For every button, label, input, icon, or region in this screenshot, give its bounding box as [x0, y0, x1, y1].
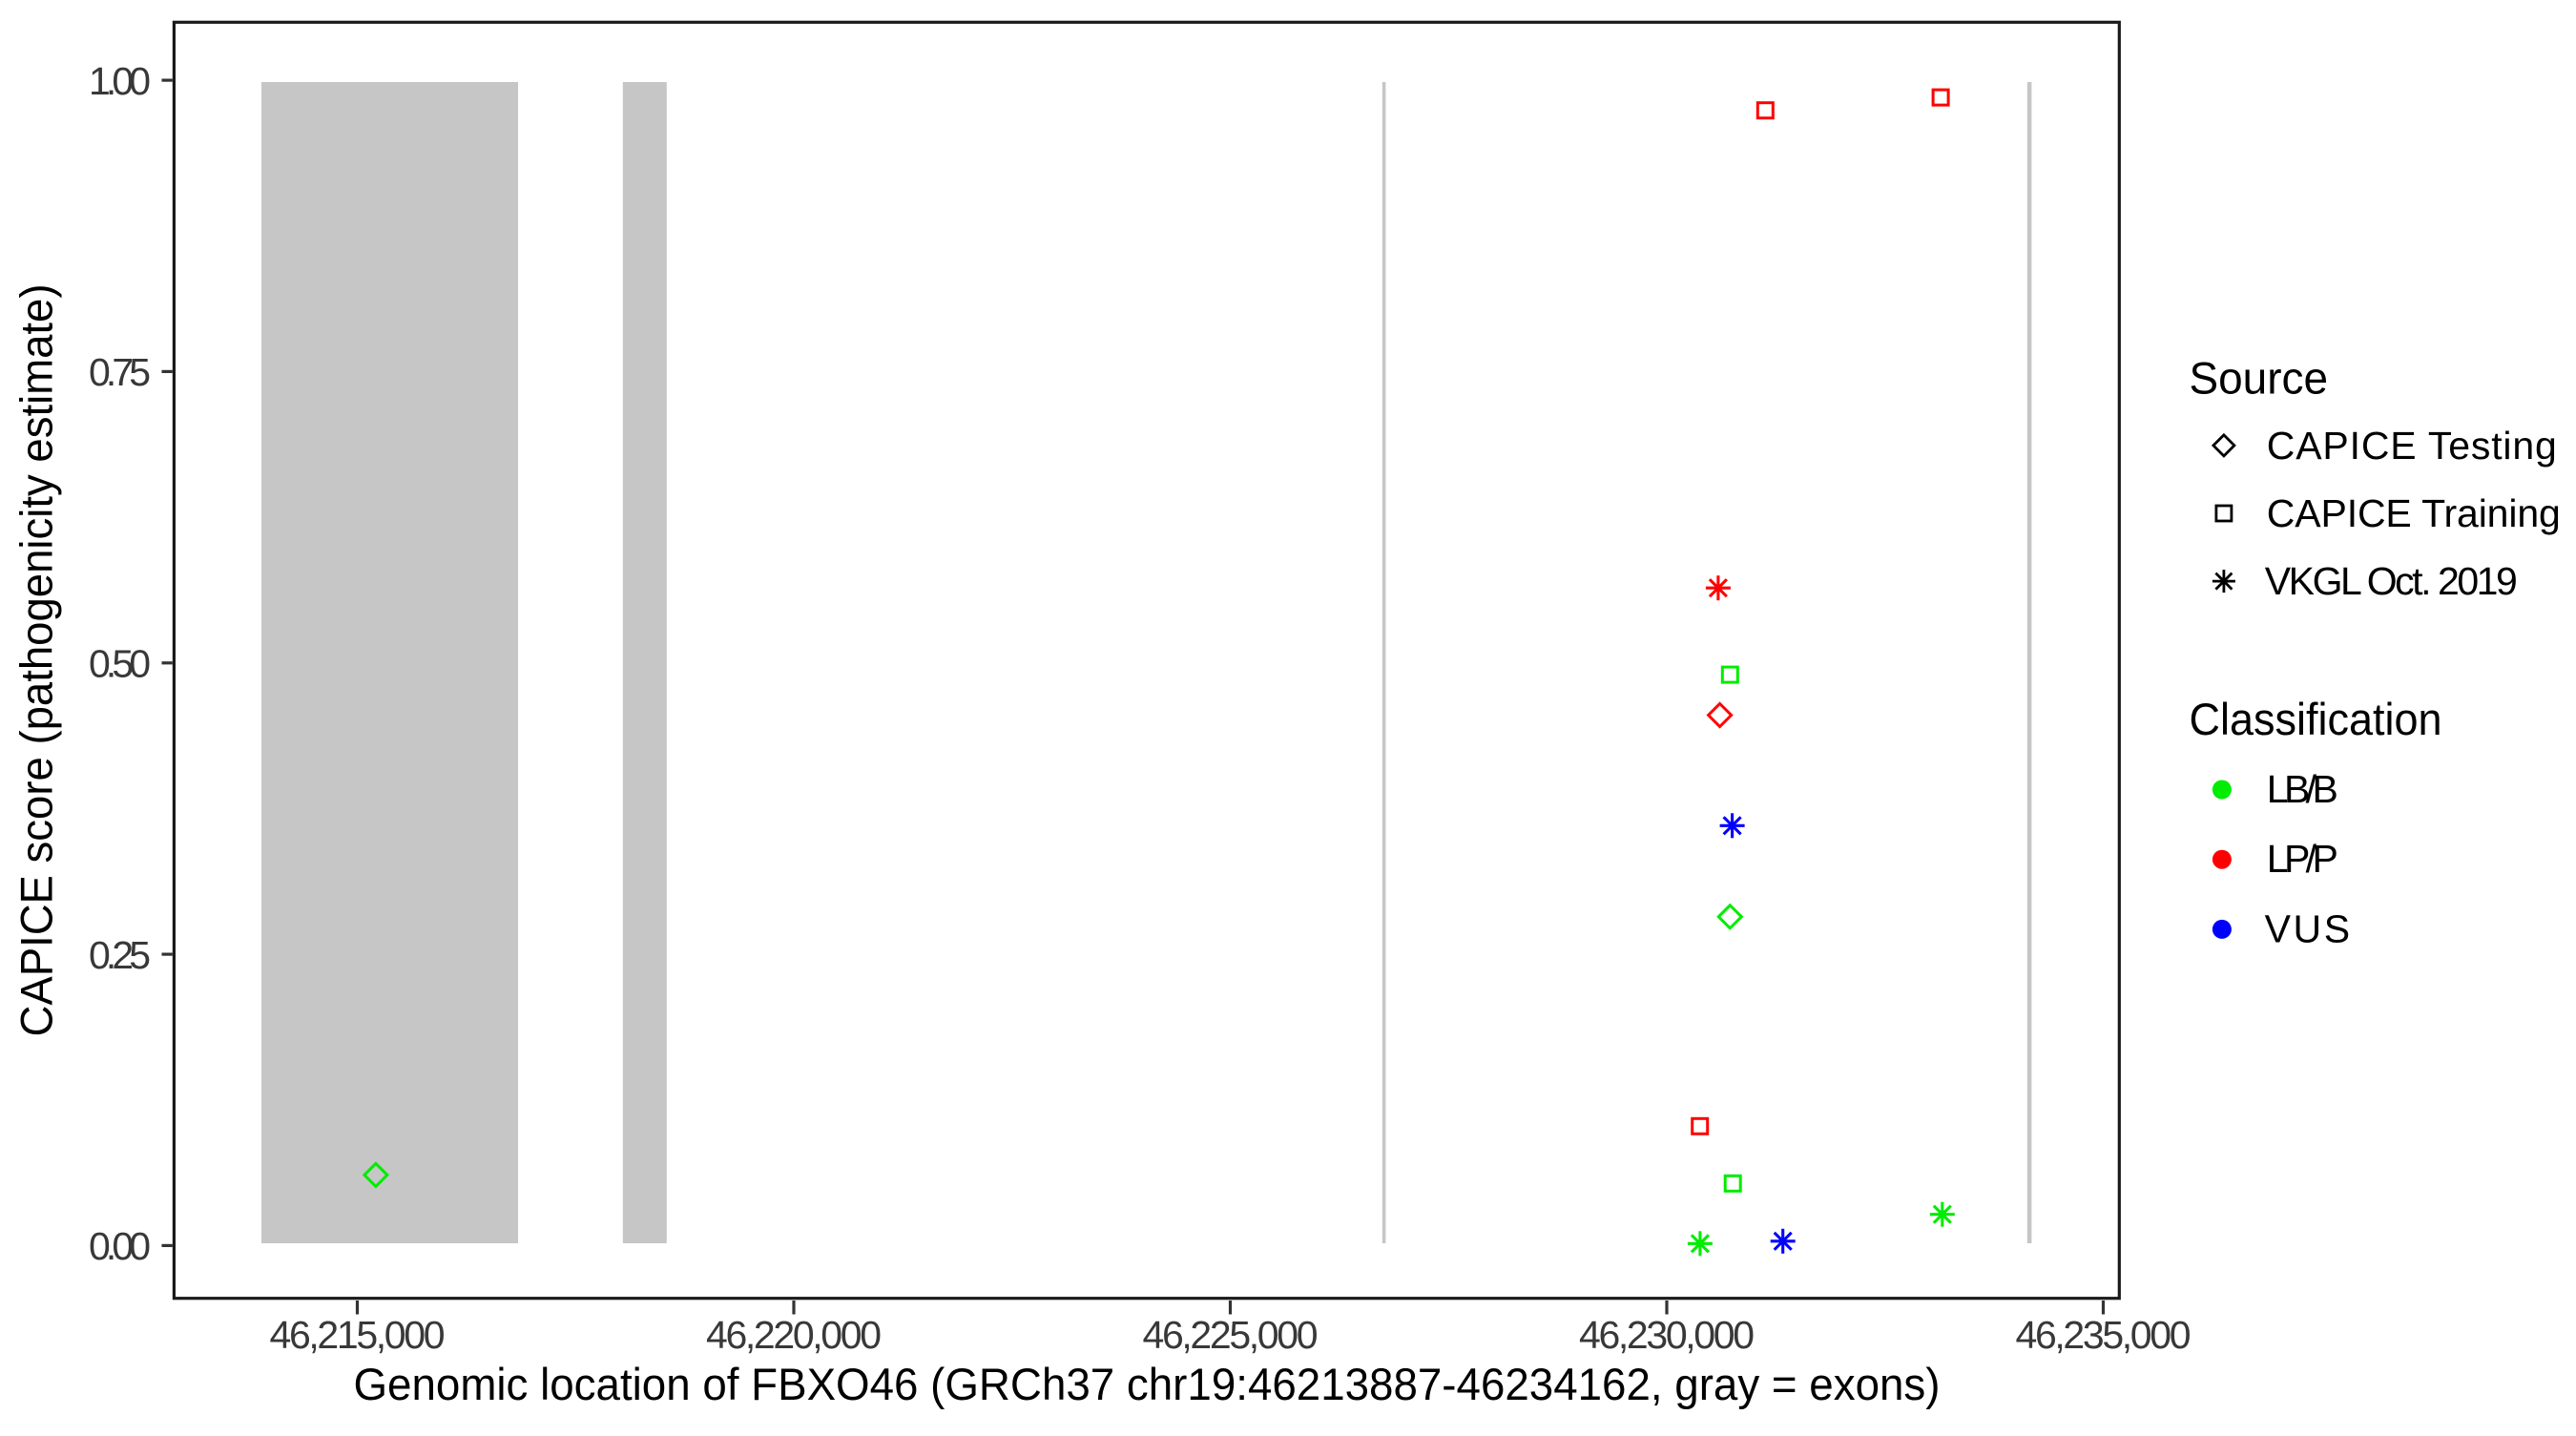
svg-text:LP/P: LP/P [2267, 837, 2338, 881]
svg-text:46,225,000: 46,225,000 [1143, 1313, 1319, 1357]
svg-text:VKGL Oct. 2019: VKGL Oct. 2019 [2265, 559, 2518, 603]
svg-text:CAPICE score (pathogenicity es: CAPICE score (pathogenicity estimate) [11, 284, 62, 1037]
svg-text:46,235,000: 46,235,000 [2016, 1313, 2192, 1357]
svg-text:0.00: 0.00 [89, 1224, 151, 1268]
svg-text:46,230,000: 46,230,000 [1579, 1313, 1755, 1357]
svg-text:46,215,000: 46,215,000 [270, 1313, 446, 1357]
svg-text:Source: Source [2190, 353, 2329, 404]
svg-text:1.00: 1.00 [89, 59, 151, 103]
svg-text:0.25: 0.25 [89, 933, 151, 977]
svg-text:0.75: 0.75 [89, 350, 151, 394]
svg-text:Classification: Classification [2190, 694, 2442, 744]
svg-text:LB/B: LB/B [2267, 767, 2338, 811]
svg-text:0.50: 0.50 [89, 642, 151, 686]
svg-text:Genomic location of FBXO46 (GR: Genomic location of FBXO46 (GRCh37 chr19… [354, 1359, 1941, 1409]
svg-text:46,220,000: 46,220,000 [706, 1313, 882, 1357]
svg-text:CAPICE Training: CAPICE Training [2267, 491, 2561, 535]
svg-text:VUS: VUS [2265, 906, 2351, 950]
svg-text:CAPICE Testing: CAPICE Testing [2267, 424, 2557, 468]
